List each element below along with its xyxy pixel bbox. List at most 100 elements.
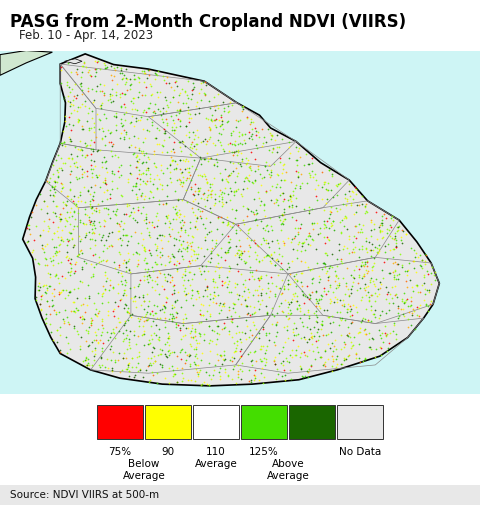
Point <box>220 347 228 355</box>
Point <box>209 371 217 379</box>
Point <box>266 129 274 137</box>
Point <box>233 290 241 298</box>
Point <box>125 213 132 221</box>
Point <box>195 109 203 117</box>
Point <box>345 235 353 243</box>
Point <box>107 193 114 201</box>
Point <box>157 350 165 358</box>
Point <box>288 213 296 221</box>
Point <box>368 240 375 248</box>
Point <box>139 138 146 146</box>
Point <box>143 290 151 298</box>
Point <box>111 298 119 306</box>
Point <box>246 263 254 271</box>
Point <box>236 335 244 343</box>
Point <box>108 169 116 177</box>
Point <box>165 259 172 267</box>
Point <box>201 330 208 338</box>
Point <box>243 301 251 310</box>
Point <box>46 215 53 223</box>
Point <box>213 155 220 163</box>
Point <box>67 100 74 108</box>
Point <box>191 131 199 139</box>
Point <box>100 153 108 161</box>
Point <box>142 255 149 263</box>
Point <box>293 276 301 284</box>
Point <box>24 237 32 245</box>
Point <box>63 208 71 216</box>
Point <box>247 337 255 345</box>
Point <box>392 236 399 244</box>
Point <box>187 342 195 350</box>
Point <box>317 295 324 303</box>
Point <box>351 222 359 230</box>
Point <box>73 327 81 335</box>
Point <box>375 245 383 254</box>
Point <box>163 164 171 172</box>
Point <box>96 364 104 372</box>
Point <box>199 190 207 198</box>
Point <box>397 236 405 244</box>
Point <box>69 308 76 316</box>
Point <box>205 123 213 131</box>
Point <box>280 238 288 246</box>
Point <box>139 203 146 211</box>
Point <box>87 161 95 169</box>
Point <box>336 296 344 304</box>
Point <box>134 360 142 368</box>
Point <box>199 311 206 319</box>
Point <box>163 121 170 129</box>
Point <box>321 346 328 355</box>
Point <box>64 92 72 100</box>
Point <box>100 217 108 225</box>
Point <box>150 147 157 155</box>
Point <box>285 309 292 317</box>
Point <box>59 127 67 135</box>
Point <box>84 68 92 76</box>
Point <box>299 179 306 187</box>
Point <box>365 335 372 343</box>
Point <box>225 306 233 314</box>
Point <box>255 282 263 290</box>
Point <box>305 346 312 354</box>
Point <box>23 238 31 246</box>
Point <box>274 328 281 336</box>
Point <box>333 190 341 198</box>
Point <box>146 309 154 317</box>
Point <box>61 200 69 209</box>
Point <box>117 171 124 179</box>
Point <box>191 191 198 199</box>
Point <box>170 148 178 157</box>
Point <box>138 149 145 157</box>
Point <box>166 334 173 342</box>
Point <box>301 258 309 266</box>
Point <box>368 263 375 271</box>
Point <box>194 361 202 369</box>
Point <box>35 260 43 268</box>
Point <box>237 299 244 308</box>
Point <box>175 213 183 221</box>
Point <box>208 337 216 345</box>
Point <box>211 366 218 374</box>
Point <box>113 205 120 213</box>
Point <box>211 199 219 207</box>
Point <box>91 356 98 364</box>
Point <box>148 283 156 291</box>
Point <box>196 212 204 220</box>
Point <box>198 380 206 388</box>
Point <box>356 324 364 332</box>
Point <box>181 245 189 254</box>
Point <box>124 308 132 316</box>
Point <box>240 136 248 144</box>
Point <box>176 117 183 125</box>
Point <box>286 192 294 200</box>
Point <box>140 276 148 284</box>
Point <box>360 262 368 270</box>
Point <box>363 269 371 277</box>
Point <box>272 282 279 290</box>
Point <box>120 337 127 345</box>
Point <box>126 309 133 317</box>
Point <box>79 314 86 322</box>
Point <box>415 254 422 262</box>
Point <box>398 297 406 306</box>
